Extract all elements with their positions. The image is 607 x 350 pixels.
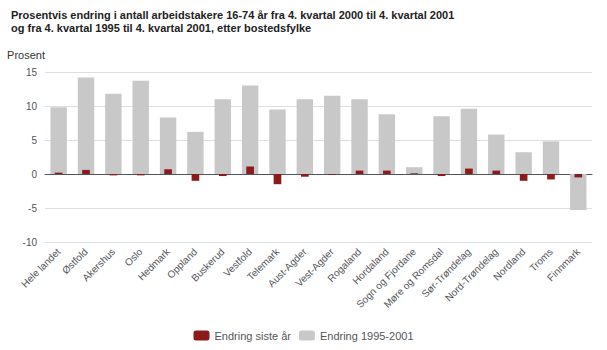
svg-text:Møre og Romsdal: Møre og Romsdal <box>381 246 446 310</box>
svg-text:Hedmark: Hedmark <box>136 246 172 282</box>
svg-text:Rogaland: Rogaland <box>325 246 364 285</box>
svg-text:5: 5 <box>31 135 37 146</box>
svg-text:Endring siste år: Endring siste år <box>214 330 291 342</box>
svg-text:Vest-Agder: Vest-Agder <box>293 246 337 289</box>
svg-text:Finnmark: Finnmark <box>545 246 582 283</box>
svg-text:Vestfold: Vestfold <box>221 246 254 279</box>
svg-text:Akershus: Akershus <box>80 246 117 283</box>
svg-text:Oppland: Oppland <box>164 246 200 281</box>
svg-text:0: 0 <box>31 169 37 180</box>
svg-text:Troms: Troms <box>527 246 555 274</box>
svg-text:10: 10 <box>26 101 38 112</box>
svg-text:15: 15 <box>26 67 38 78</box>
svg-text:Nord-Trøndelag: Nord-Trøndelag <box>442 246 501 304</box>
svg-text:Telemark: Telemark <box>244 246 282 283</box>
svg-text:Oslo: Oslo <box>122 246 145 269</box>
svg-text:og fra 4. kvartal 1995 til 4.: og fra 4. kvartal 1995 til 4. kvartal 20… <box>11 22 311 34</box>
svg-text:-10: -10 <box>23 237 38 248</box>
svg-text:Hordaland: Hordaland <box>350 246 391 287</box>
svg-text:Sogn og Fjordane: Sogn og Fjordane <box>354 246 419 310</box>
svg-text:Endring 1995-2001: Endring 1995-2001 <box>320 330 414 342</box>
svg-text:Aust-Agder: Aust-Agder <box>265 246 309 290</box>
svg-text:Hele landet: Hele landet <box>19 246 63 290</box>
svg-text:Sør-Trøndelag: Sør-Trøndelag <box>419 246 473 300</box>
svg-text:Buskerud: Buskerud <box>189 246 227 284</box>
svg-text:Østfold: Østfold <box>59 246 90 277</box>
svg-text:Prosent: Prosent <box>7 49 45 61</box>
svg-text:-5: -5 <box>28 203 37 214</box>
svg-text:Nordland: Nordland <box>491 246 527 282</box>
svg-text:Prosentvis endring i antall ar: Prosentvis endring i antall arbeidstaker… <box>11 9 454 21</box>
